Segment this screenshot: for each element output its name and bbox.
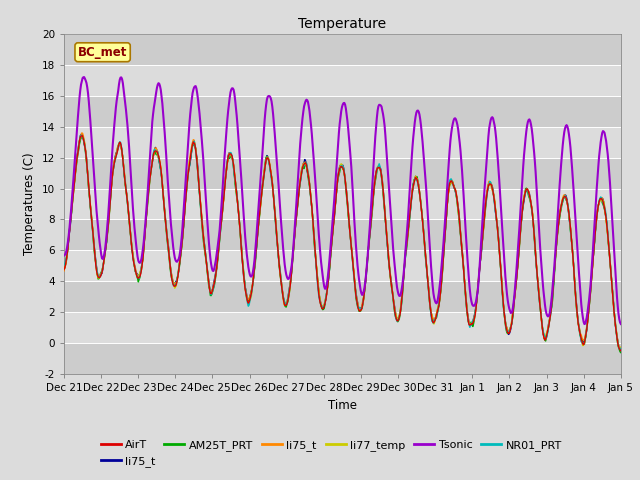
Bar — [64, 343, 621, 374]
Bar — [64, 312, 621, 343]
Title: Temperature: Temperature — [298, 17, 387, 31]
Bar — [64, 251, 621, 281]
Legend: AirT, li75_t, AM25T_PRT, li75_t, li77_temp, Tsonic, NR01_PRT: AirT, li75_t, AM25T_PRT, li75_t, li77_te… — [96, 436, 566, 471]
Text: BC_met: BC_met — [78, 46, 127, 59]
Bar — [64, 96, 621, 127]
X-axis label: Time: Time — [328, 399, 357, 412]
Bar — [64, 189, 621, 219]
Bar — [64, 281, 621, 312]
Bar — [64, 127, 621, 157]
Y-axis label: Temperatures (C): Temperatures (C) — [23, 153, 36, 255]
Bar — [64, 219, 621, 251]
Bar — [64, 157, 621, 189]
Bar — [64, 65, 621, 96]
Bar — [64, 34, 621, 65]
